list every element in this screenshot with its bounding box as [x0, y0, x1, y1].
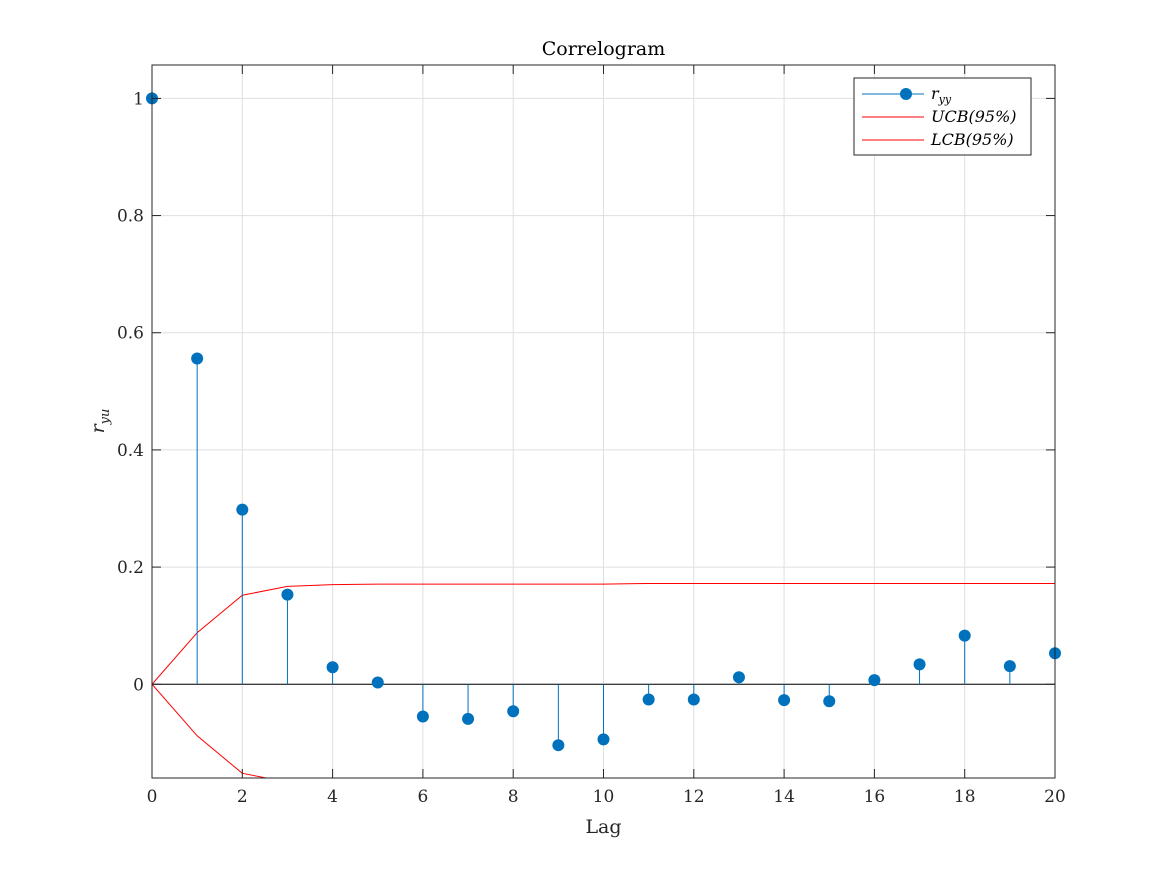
stem-marker [913, 658, 926, 671]
ucb-line [152, 582, 1055, 685]
stem-marker [371, 676, 384, 689]
x-tick-label: 16 [864, 787, 886, 807]
stem-marker [191, 352, 204, 365]
stem-marker [416, 710, 429, 723]
stem-marker [326, 661, 339, 674]
x-tick-label: 18 [954, 787, 976, 807]
y-axis-title: ryu [87, 409, 113, 434]
stem-marker [958, 629, 971, 642]
stem-marker [687, 693, 700, 706]
stem-marker [732, 671, 745, 684]
y-tick-label: 0 [133, 675, 144, 695]
stem-marker [868, 674, 881, 687]
legend-label-ryy-main: r [931, 84, 940, 103]
x-tick-label: 10 [593, 787, 615, 807]
svg-text:ryu: ryu [87, 409, 113, 434]
chart-title: Correlogram [542, 38, 666, 60]
x-tick-label: 6 [417, 787, 428, 807]
x-tick-label: 2 [237, 787, 248, 807]
y-tick-label: 0.2 [117, 558, 144, 578]
stem-marker [462, 712, 475, 725]
y-tick-labels: 0 0.2 0.4 0.6 0.8 1 [117, 89, 144, 695]
y-tick-label: 0.4 [117, 441, 144, 461]
x-tick-label: 14 [773, 787, 795, 807]
x-tick-label: 4 [327, 787, 338, 807]
y-axis-title-sub: yu [98, 409, 113, 426]
stem-marker [507, 705, 520, 718]
x-tick-label: 0 [147, 787, 158, 807]
y-axis-title-main: r [87, 422, 109, 433]
x-tick-labels: 0 2 4 6 8 10 12 14 16 18 20 [147, 787, 1066, 807]
stem-marker [552, 739, 565, 752]
legend-label-ryy-sub: yy [938, 93, 952, 106]
legend-label-ucb: UCB(95%) [931, 107, 1017, 126]
stem-marker [236, 503, 249, 516]
stem-marker [597, 733, 610, 746]
y-tick-label: 0.6 [117, 324, 144, 344]
legend: ryy UCB(95%) LCB(95%) [853, 77, 1032, 156]
axis-ticks [151, 65, 1056, 778]
legend-label-lcb: LCB(95%) [930, 130, 1014, 149]
x-tick-label: 20 [1044, 787, 1066, 807]
stem-marker [778, 694, 791, 707]
x-tick-label: 12 [683, 787, 705, 807]
stem-marker [823, 695, 836, 708]
stem-marker [281, 588, 294, 601]
legend-marker-ryy [900, 88, 912, 100]
y-tick-label: 0.8 [117, 207, 144, 227]
y-tick-label: 1 [133, 89, 144, 109]
legend-label-ryy: ryy [931, 84, 952, 106]
stem-marker [1003, 660, 1016, 673]
x-axis-title: Lag [585, 816, 621, 838]
confidence-bounds [152, 582, 1055, 778]
stem-marker [642, 693, 655, 706]
x-tick-label: 8 [508, 787, 519, 807]
